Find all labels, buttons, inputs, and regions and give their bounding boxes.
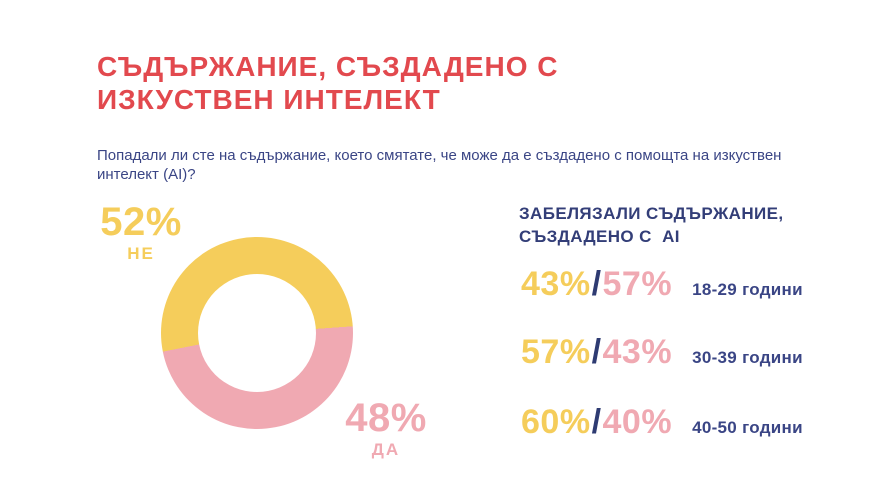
survey-question: Попадали ли сте на съдържание, което смя…: [97, 147, 782, 183]
row-yes-percentage: 40%: [602, 403, 673, 441]
row-no-percentage: 43%: [521, 265, 591, 303]
row-no-percentage: 57%: [521, 333, 591, 371]
donut-label-no: 52% НЕ: [85, 201, 197, 263]
yes-answer-label: ДА: [371, 440, 401, 459]
donut-label-yes: 48% ДА: [330, 397, 442, 459]
donut-hole: [198, 274, 316, 392]
age-group-label: 30-39 години: [692, 348, 803, 367]
breakdown-heading: ЗАБЕЛЯЗАЛИ СЪДЪРЖАНИЕ, СЪЗДАДЕНО С AI: [519, 204, 784, 246]
age-group-row: 57% / 43% 30-39 години: [521, 332, 803, 372]
slash-separator: /: [591, 403, 602, 441]
row-yes-percentage: 43%: [602, 333, 673, 371]
no-answer-label: НЕ: [127, 244, 155, 263]
no-percentage: 52%: [100, 200, 182, 244]
age-group-label: 40-50 години: [692, 418, 803, 437]
age-group-row: 60% / 40% 40-50 години: [521, 402, 803, 442]
row-yes-percentage: 57%: [602, 265, 673, 303]
page-title-line-1: СЪДЪРЖАНИЕ, СЪЗДАДЕНО С: [97, 51, 559, 82]
age-group-row: 43% / 57% 18-29 години: [521, 264, 803, 304]
slash-separator: /: [591, 265, 602, 303]
page-title: СЪДЪРЖАНИЕ, СЪЗДАДЕНО С ИЗКУСТВЕН ИНТЕЛЕК…: [97, 50, 558, 116]
donut-chart: [161, 237, 353, 429]
page-title-line-2: ИЗКУСТВЕН ИНТЕЛЕКТ: [97, 84, 441, 115]
slash-separator: /: [591, 333, 602, 371]
age-group-label: 18-29 години: [692, 280, 803, 299]
yes-percentage: 48%: [345, 396, 427, 440]
row-no-percentage: 60%: [521, 403, 591, 441]
